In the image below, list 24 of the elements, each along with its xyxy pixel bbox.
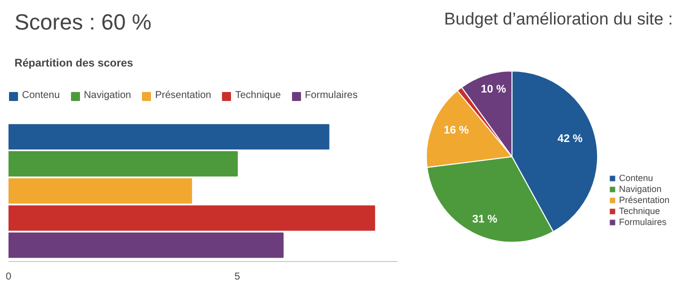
legend-label: Formulaires [304,90,358,101]
legend-label: Navigation [84,90,132,101]
chart-title: Scores : 60 % [14,10,152,34]
legend-label: Contenu [619,172,654,183]
legend-label: Présentation [619,194,670,205]
data-label: 10 % [480,84,506,96]
bar [8,124,330,150]
legend-label: Technique [235,90,281,101]
x-tick-label: 0 [6,272,12,282]
bar [8,178,192,204]
data-label: 16 % [444,124,469,137]
data-label: 42 % [557,133,583,146]
bar [8,232,284,258]
x-tick-label: 5 [234,272,241,282]
bar [8,205,376,231]
legend-label: Présentation [155,90,212,101]
chart-title: Budget d’amélioration du site : [444,10,673,28]
legend-label: Formulaires [619,216,667,227]
bar [8,151,238,177]
data-label: 31 % [472,213,498,226]
chart-subtitle: Répartition des scores [14,58,134,70]
legend-label: Navigation [619,183,662,194]
legend-label: Contenu [22,90,60,101]
legend-label: Technique [619,205,660,216]
